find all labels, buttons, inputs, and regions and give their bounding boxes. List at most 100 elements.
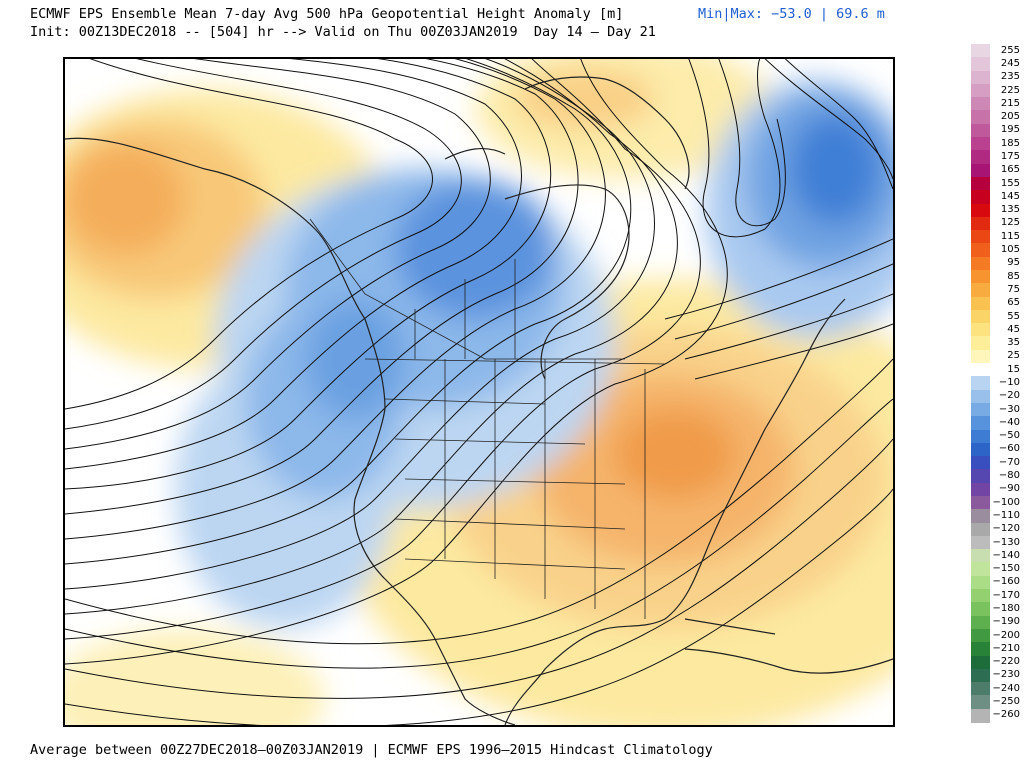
colorbar-swatch: [971, 496, 990, 510]
init-valid-line: Init: 00Z13DEC2018 -- [504] hr --> Valid…: [30, 24, 656, 40]
colorbar-label: 245: [1000, 57, 1020, 69]
colorbar-label: −170: [992, 589, 1020, 601]
colorbar-label: −30: [998, 403, 1020, 415]
colorbar-swatch: [971, 442, 990, 457]
anomaly-map: [63, 57, 895, 727]
colorbar-swatch: [971, 349, 990, 364]
colorbar-swatch: [971, 283, 990, 298]
colorbar-label: −70: [998, 456, 1020, 468]
colorbar-swatch: [971, 230, 990, 244]
colorbar: [971, 44, 990, 723]
colorbar-swatch: [971, 137, 990, 151]
colorbar-swatch: [971, 270, 990, 284]
colorbar-swatch: [971, 57, 990, 72]
colorbar-label: −20: [998, 390, 1020, 402]
colorbar-swatch: [971, 163, 990, 178]
colorbar-swatch: [971, 150, 990, 165]
anomaly-shading: [65, 59, 893, 725]
colorbar-label: 55: [1007, 310, 1020, 322]
colorbar-swatch: [971, 589, 990, 603]
colorbar-label: 135: [1000, 204, 1020, 216]
colorbar-swatch: [971, 642, 990, 657]
colorbar-label: −60: [998, 443, 1020, 455]
colorbar-swatch: [971, 309, 990, 324]
colorbar-swatch: [971, 482, 990, 497]
colorbar-swatch: [971, 296, 990, 311]
colorbar-swatch: [971, 203, 990, 218]
colorbar-swatch: [971, 323, 990, 338]
colorbar-label: −50: [998, 430, 1020, 442]
colorbar-label: 85: [1007, 270, 1020, 282]
colorbar-swatch: [971, 176, 990, 191]
colorbar-label: −120: [992, 523, 1020, 535]
colorbar-swatch: [971, 243, 990, 258]
colorbar-label: 235: [1000, 71, 1020, 83]
colorbar-labels: 255 245 235 225 215 205 195 185 175 165 155 145 135 1…: [992, 44, 1024, 722]
colorbar-label: 145: [1000, 190, 1020, 202]
colorbar-swatch: [971, 469, 990, 484]
colorbar-swatch: [971, 615, 990, 630]
height-contours: [65, 59, 893, 725]
colorbar-swatch: [971, 429, 990, 444]
colorbar-label: 25: [1007, 350, 1020, 362]
colorbar-label: −130: [992, 536, 1020, 548]
colorbar-swatch: [971, 575, 990, 590]
colorbar-label: 165: [1000, 164, 1020, 176]
colorbar-swatch: [971, 668, 990, 683]
colorbar-label: −150: [992, 563, 1020, 575]
colorbar-label: −160: [992, 576, 1020, 588]
colorbar-swatch: [971, 602, 990, 617]
colorbar-label: 175: [1000, 151, 1020, 162]
colorbar-label: −210: [992, 642, 1020, 654]
colorbar-label: 215: [1000, 97, 1020, 109]
colorbar-swatch: [971, 216, 990, 231]
colorbar-label: 15: [1007, 363, 1020, 375]
colorbar-label: −260: [992, 709, 1020, 721]
colorbar-swatch: [971, 44, 990, 58]
colorbar-swatch: [971, 416, 990, 431]
colorbar-label: 115: [1000, 230, 1020, 242]
colorbar-label: 75: [1007, 283, 1020, 295]
colorbar-label: 195: [1000, 124, 1020, 136]
colorbar-swatch: [971, 376, 990, 391]
min-max-readout: Min|Max: −53.0 | 69.6 m: [698, 6, 885, 22]
colorbar-label: −110: [992, 509, 1020, 521]
colorbar-swatch: [971, 190, 990, 205]
colorbar-swatch: [971, 509, 990, 524]
colorbar-swatch: [971, 456, 990, 470]
colorbar-label: 45: [1007, 323, 1020, 335]
colorbar-label: 155: [1000, 177, 1020, 189]
colorbar-label: 225: [1000, 84, 1020, 96]
colorbar-label: −140: [992, 549, 1020, 561]
colorbar-swatch: [971, 695, 990, 710]
colorbar-swatch: [971, 70, 990, 85]
colorbar-swatch: [971, 110, 990, 125]
colorbar-swatch: [971, 628, 990, 643]
colorbar-swatch: [971, 708, 990, 723]
coastlines: [65, 76, 893, 725]
colorbar-label: 185: [1000, 137, 1020, 149]
colorbar-label: 255: [1000, 44, 1020, 56]
colorbar-label: −250: [992, 696, 1020, 708]
colorbar-label: −200: [992, 629, 1020, 641]
colorbar-label: 95: [1007, 257, 1020, 269]
colorbar-swatch: [971, 256, 990, 271]
colorbar-label: −190: [992, 616, 1020, 628]
colorbar-label: −220: [992, 656, 1020, 668]
colorbar-swatch: [971, 402, 990, 417]
colorbar-label: −230: [992, 669, 1020, 681]
colorbar-label: −10: [998, 377, 1020, 388]
colorbar-swatch: [971, 123, 990, 138]
colorbar-swatch: [971, 336, 990, 351]
colorbar-swatch: [971, 549, 990, 564]
colorbar-label: −90: [998, 483, 1020, 495]
colorbar-swatch: [971, 655, 990, 670]
colorbar-swatch: [971, 363, 990, 377]
footer-note: Average between 00Z27DEC2018–00Z03JAN201…: [30, 742, 713, 758]
colorbar-label: 125: [1000, 217, 1020, 229]
colorbar-label: −240: [992, 682, 1020, 694]
colorbar-swatch: [971, 562, 990, 577]
colorbar-label: 105: [1000, 244, 1020, 256]
colorbar-label: −40: [998, 416, 1020, 428]
colorbar-swatch: [971, 535, 990, 550]
